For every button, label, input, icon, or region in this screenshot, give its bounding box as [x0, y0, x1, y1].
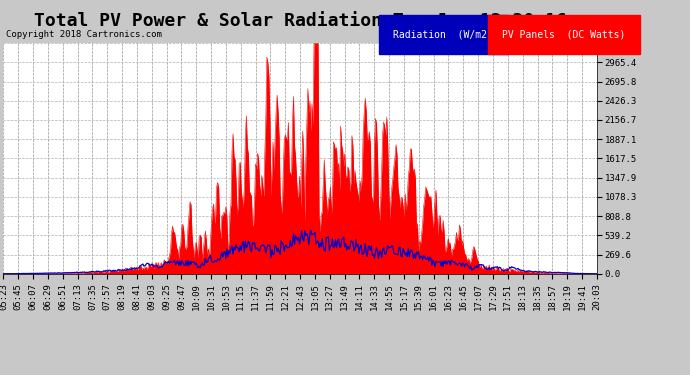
- Text: PV Panels  (DC Watts): PV Panels (DC Watts): [502, 30, 626, 39]
- Text: Radiation  (W/m2): Radiation (W/m2): [393, 30, 493, 39]
- Text: Copyright 2018 Cartronics.com: Copyright 2018 Cartronics.com: [6, 30, 161, 39]
- Text: Total PV Power & Solar Radiation Tue Jun 12 20:16: Total PV Power & Solar Radiation Tue Jun…: [34, 12, 566, 30]
